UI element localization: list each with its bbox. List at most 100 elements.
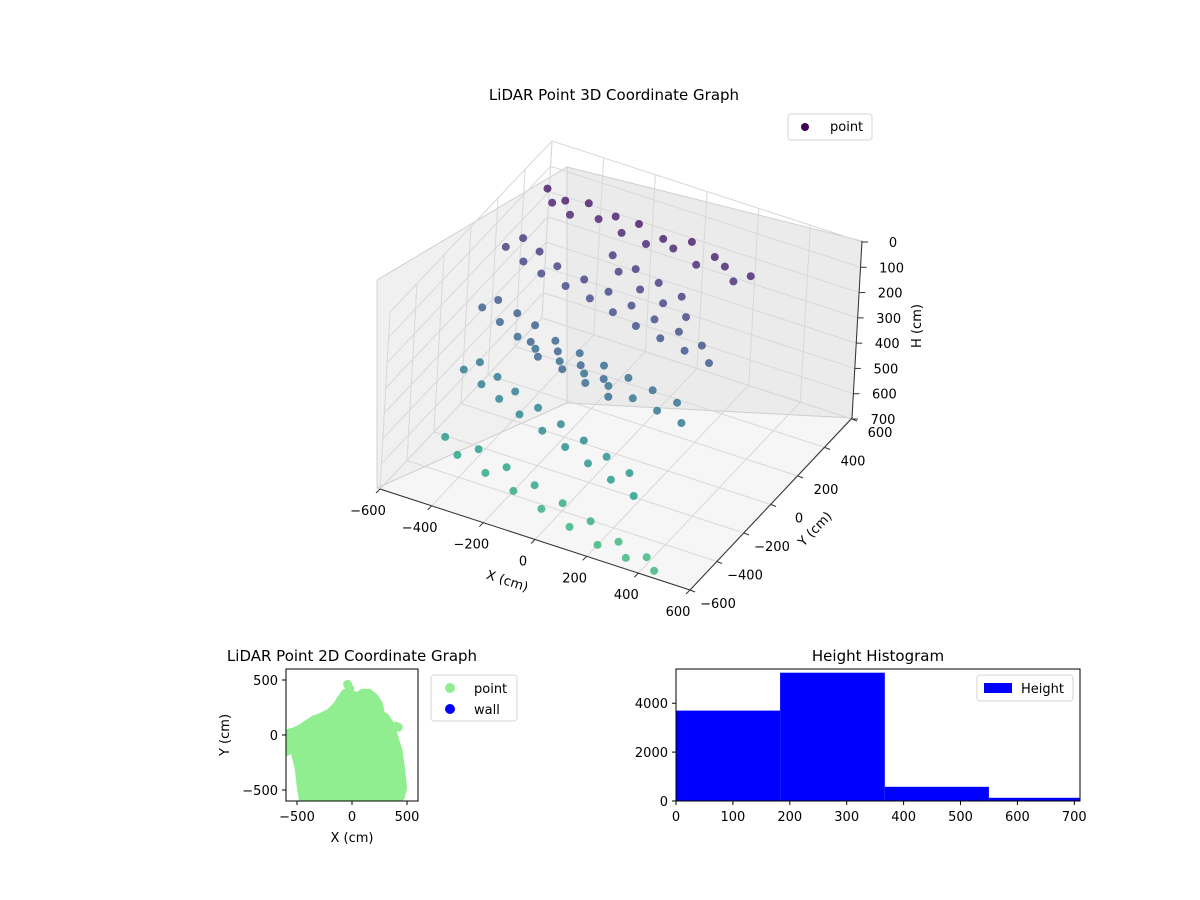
y-tick-label-3d: −600 bbox=[700, 597, 736, 612]
data-point-3d bbox=[495, 318, 504, 326]
grid-line bbox=[382, 267, 546, 439]
grid-line bbox=[389, 140, 553, 313]
data-point-3d bbox=[548, 198, 557, 207]
y-tick-3d bbox=[716, 561, 723, 564]
grid-line bbox=[433, 254, 445, 433]
data-point-3d bbox=[441, 432, 450, 441]
data-point-3d bbox=[642, 240, 650, 248]
grid-line bbox=[514, 346, 826, 448]
data-point-3d bbox=[580, 369, 589, 378]
grid-line bbox=[551, 140, 863, 243]
data-point-3d bbox=[729, 277, 738, 286]
y-tick-label-3d: −200 bbox=[754, 540, 790, 555]
grid-line bbox=[386, 191, 550, 363]
z-tick-label-3d: 500 bbox=[873, 362, 898, 377]
grid-line bbox=[379, 317, 543, 490]
data-point-3d bbox=[558, 499, 567, 508]
grid-line bbox=[548, 191, 860, 294]
data-point-3d bbox=[625, 469, 634, 478]
data-point-3d bbox=[519, 234, 528, 243]
data-point-2d bbox=[345, 684, 355, 694]
y-tick-label-3d: −400 bbox=[727, 569, 763, 584]
data-point-3d bbox=[494, 296, 503, 304]
data-point-3d bbox=[513, 332, 522, 341]
histogram-title: Height Histogram bbox=[812, 647, 944, 665]
x-tick-label-2d: −500 bbox=[279, 810, 315, 825]
x-tick-label-histogram: 500 bbox=[948, 810, 973, 825]
grid-line bbox=[546, 241, 857, 344]
point-cloud-2d bbox=[286, 688, 408, 801]
ticks-histogram: 0 100 200 300 400 500 600 700 0 2000 4000 bbox=[635, 697, 1087, 825]
data-point-3d bbox=[673, 398, 682, 407]
legend-2d-label-point: point bbox=[474, 682, 507, 697]
grid-line bbox=[550, 165, 861, 268]
legend-2d-marker-wall bbox=[445, 704, 455, 714]
data-point-3d bbox=[653, 406, 662, 415]
data-point-3d bbox=[575, 349, 584, 358]
data-point-3d bbox=[608, 251, 617, 260]
data-point-3d bbox=[519, 257, 528, 266]
x-tick-label-3d: 400 bbox=[614, 588, 639, 603]
legend-2d: point wall bbox=[430, 674, 518, 722]
data-point-3d bbox=[561, 282, 570, 290]
y-tick-3d bbox=[689, 589, 696, 593]
y-tick-3d bbox=[797, 475, 804, 479]
y-tick-label-2d: −500 bbox=[242, 784, 278, 799]
y-tick-3d bbox=[770, 504, 777, 507]
data-point-3d bbox=[650, 315, 659, 324]
x-tick-label-3d: 0 bbox=[519, 555, 527, 570]
y-tick-label-3d: 400 bbox=[841, 455, 866, 470]
data-point-3d bbox=[669, 244, 678, 253]
y-tick-label-3d: 200 bbox=[814, 483, 839, 498]
histogram-bar bbox=[676, 710, 781, 801]
chart-3d: LiDAR Point 3D Coordinate Graph −600 −400… bbox=[350, 86, 925, 620]
data-point-3d bbox=[584, 459, 592, 468]
data-point-3d bbox=[680, 346, 689, 355]
data-point-3d bbox=[600, 361, 608, 370]
data-point-3d bbox=[636, 285, 645, 294]
data-point-3d bbox=[502, 463, 511, 472]
data-point-3d bbox=[648, 386, 657, 395]
x-tick-label-3d: −200 bbox=[453, 538, 489, 553]
data-point-3d bbox=[526, 337, 535, 346]
x-tick-3d bbox=[375, 488, 381, 494]
x-tick-label-3d: 600 bbox=[666, 605, 691, 620]
z-axis-line bbox=[851, 240, 863, 419]
data-point-3d bbox=[602, 452, 611, 461]
x-tick-label-histogram: 200 bbox=[777, 810, 802, 825]
data-point-3d bbox=[565, 522, 574, 531]
histogram-bar bbox=[989, 797, 1080, 801]
data-point-3d bbox=[659, 234, 668, 243]
grid-3d bbox=[379, 140, 863, 591]
data-point-3d bbox=[642, 553, 651, 562]
z-tick-label-3d: 700 bbox=[871, 413, 896, 428]
z-tick-label-3d: 100 bbox=[879, 261, 904, 276]
data-point-3d bbox=[593, 540, 602, 549]
data-point-3d bbox=[566, 210, 574, 219]
grid-line bbox=[547, 216, 858, 319]
grid-line bbox=[696, 191, 708, 369]
data-point-3d bbox=[509, 486, 518, 495]
y-tick-label-2d: 0 bbox=[270, 729, 278, 744]
grid-line bbox=[799, 225, 811, 403]
grid-line bbox=[487, 374, 799, 477]
data-point-3d bbox=[631, 265, 640, 274]
points-3d bbox=[441, 184, 755, 575]
data-point-3d bbox=[585, 294, 594, 303]
data-point-3d bbox=[531, 321, 540, 330]
data-point-3d bbox=[705, 359, 713, 368]
grid-line bbox=[379, 311, 391, 490]
grid-line bbox=[487, 197, 499, 376]
x-tick-label-2d: 500 bbox=[395, 810, 420, 825]
grid-line bbox=[406, 283, 418, 461]
data-point-3d bbox=[674, 327, 683, 336]
data-point-3d bbox=[697, 341, 706, 350]
x-tick-3d bbox=[478, 522, 484, 528]
y-axis-label-2d: Y (cm) bbox=[218, 714, 233, 757]
ticks-3d: −600−400−2000200400600−600−400−200020040… bbox=[350, 236, 904, 620]
chart-2d: LiDAR Point 2D Coordinate Graph −500−500… bbox=[218, 647, 518, 846]
z-axis-label-3d: H (cm) bbox=[910, 304, 925, 348]
grid-line bbox=[433, 431, 745, 534]
points-2d bbox=[286, 679, 408, 801]
